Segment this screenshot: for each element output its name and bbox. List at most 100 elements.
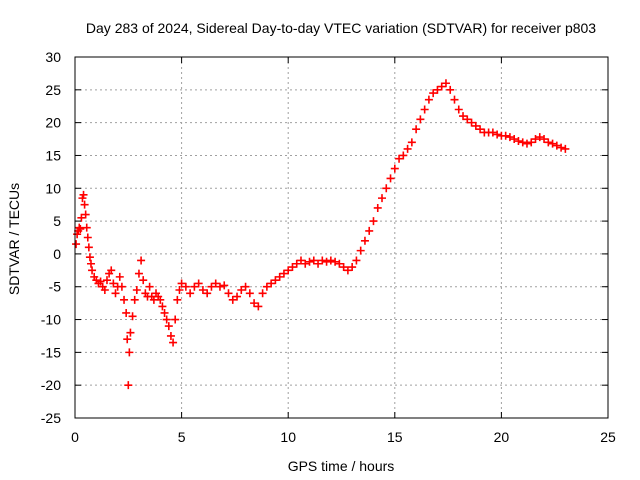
plot-frame bbox=[74, 56, 609, 419]
data-point bbox=[360, 236, 369, 245]
data-point bbox=[356, 246, 365, 255]
data-point bbox=[77, 213, 86, 222]
data-point bbox=[301, 259, 310, 268]
data-point bbox=[441, 79, 450, 88]
y-tick-label: 10 bbox=[45, 180, 61, 196]
data-point bbox=[122, 308, 131, 317]
data-point bbox=[305, 257, 314, 266]
data-point bbox=[514, 137, 523, 146]
data-point bbox=[557, 143, 566, 152]
data-point bbox=[107, 266, 116, 275]
data-point bbox=[522, 139, 531, 148]
data-point bbox=[160, 308, 169, 317]
data-point bbox=[395, 154, 404, 163]
data-point bbox=[471, 121, 480, 130]
data-point bbox=[215, 282, 224, 291]
data-point bbox=[190, 282, 199, 291]
data-point bbox=[275, 272, 284, 281]
data-point bbox=[318, 256, 327, 265]
data-point bbox=[271, 276, 280, 285]
data-point bbox=[493, 130, 502, 139]
data-point bbox=[186, 289, 195, 298]
x-tick-label: 20 bbox=[494, 429, 510, 445]
data-point bbox=[561, 144, 570, 153]
data-point bbox=[164, 322, 173, 331]
y-tick-label: 0 bbox=[53, 246, 61, 262]
data-point bbox=[85, 253, 94, 262]
data-point bbox=[198, 286, 207, 295]
y-tick-label: 30 bbox=[45, 49, 61, 65]
data-point bbox=[348, 263, 357, 272]
data-point bbox=[488, 128, 497, 137]
data-point bbox=[84, 243, 93, 252]
data-point bbox=[369, 217, 378, 226]
y-tick-label: 20 bbox=[45, 115, 61, 131]
data-point bbox=[296, 256, 305, 265]
data-point bbox=[250, 299, 259, 308]
data-point bbox=[126, 328, 135, 337]
data-point bbox=[102, 276, 111, 285]
x-tick-label: 5 bbox=[178, 429, 186, 445]
data-point bbox=[262, 282, 271, 291]
x-tick-label: 25 bbox=[600, 429, 616, 445]
data-point bbox=[527, 138, 536, 147]
data-point bbox=[339, 263, 348, 272]
data-point bbox=[403, 144, 412, 153]
data-point bbox=[83, 233, 92, 242]
data-point bbox=[420, 105, 429, 114]
data-point bbox=[378, 194, 387, 203]
data-point bbox=[467, 118, 476, 127]
data-point bbox=[203, 289, 212, 298]
data-point bbox=[267, 279, 276, 288]
data-point bbox=[399, 151, 408, 160]
data-point bbox=[463, 115, 472, 124]
data-point bbox=[450, 95, 459, 104]
y-axis-title: SDTVAR / TECUs bbox=[6, 183, 22, 295]
data-point bbox=[173, 295, 182, 304]
data-point bbox=[132, 286, 141, 295]
x-tick-label: 15 bbox=[387, 429, 403, 445]
data-point bbox=[171, 315, 180, 324]
data-point bbox=[373, 203, 382, 212]
x-tick-label: 0 bbox=[71, 429, 79, 445]
x-axis-ticks: 0 5 10 15 20 25 bbox=[71, 57, 616, 445]
grid bbox=[75, 57, 608, 418]
data-point bbox=[446, 85, 455, 94]
data-point bbox=[437, 82, 446, 91]
data-point bbox=[228, 295, 237, 304]
data-point bbox=[162, 315, 171, 324]
data-point bbox=[540, 135, 549, 144]
data-point bbox=[531, 135, 540, 144]
data-point bbox=[386, 174, 395, 183]
data-point bbox=[169, 338, 178, 347]
data-point bbox=[156, 295, 165, 304]
data-point bbox=[72, 240, 81, 249]
data-point bbox=[314, 259, 323, 268]
data-point bbox=[424, 95, 433, 104]
data-point bbox=[75, 223, 84, 232]
y-tick-label: -15 bbox=[41, 344, 61, 360]
data-point bbox=[365, 226, 374, 235]
data-point bbox=[309, 256, 318, 265]
data-point bbox=[82, 223, 91, 232]
data-point bbox=[220, 281, 229, 290]
data-point bbox=[125, 348, 134, 357]
data-point bbox=[407, 138, 416, 147]
data-point bbox=[211, 279, 220, 288]
data-point bbox=[109, 279, 118, 288]
y-tick-label: 25 bbox=[45, 82, 61, 98]
data-point bbox=[137, 256, 146, 265]
data-point bbox=[476, 125, 485, 134]
data-point bbox=[279, 269, 288, 278]
data-point bbox=[134, 269, 143, 278]
data-point bbox=[412, 125, 421, 134]
data-point bbox=[390, 164, 399, 173]
data-point bbox=[241, 282, 250, 291]
data-point bbox=[505, 133, 514, 142]
y-tick-label: 15 bbox=[45, 147, 61, 163]
data-point bbox=[454, 105, 463, 114]
data-point bbox=[382, 184, 391, 193]
data-point bbox=[124, 381, 133, 390]
data-point bbox=[88, 266, 97, 275]
